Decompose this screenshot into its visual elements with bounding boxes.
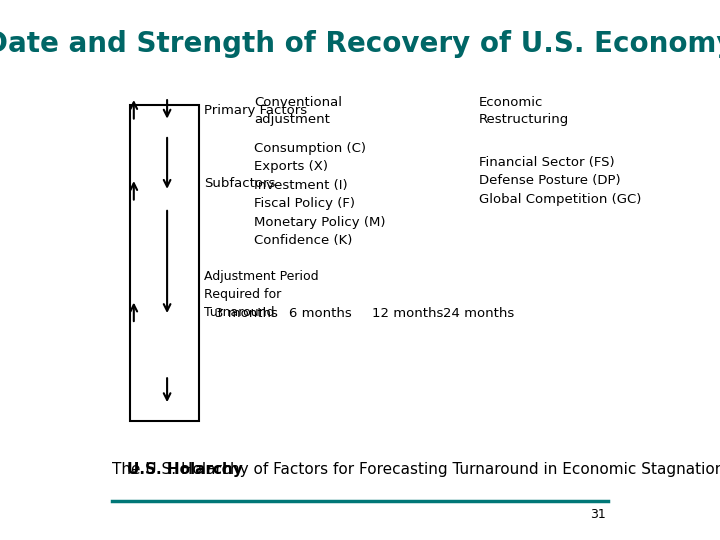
Text: Financial Sector (FS)
Defense Posture (DP)
Global Competition (GC): Financial Sector (FS) Defense Posture (D… [479,156,642,206]
Text: 12 months: 12 months [372,307,444,320]
Text: Primary Factors: Primary Factors [204,104,307,117]
Text: 24 months: 24 months [444,307,515,320]
Text: The U.S. Holarchy of Factors for Forecasting Turnaround in Economic Stagnation: The U.S. Holarchy of Factors for Forecas… [112,462,720,477]
Text: Conventional
adjustment: Conventional adjustment [254,96,342,126]
Text: Consumption (C)
Exports (X)
Investment (I)
Fiscal Policy (F)
Monetary Policy (M): Consumption (C) Exports (X) Investment (… [254,141,386,247]
Text: Adjustment Period
Required for
Turnaround: Adjustment Period Required for Turnaroun… [204,270,319,319]
Text: 6 months: 6 months [289,307,352,320]
Text: 3 months: 3 months [215,307,278,320]
Text: U.S. Holarchy: U.S. Holarchy [127,462,243,477]
Text: 31: 31 [590,508,606,521]
Text: Economic
Restructuring: Economic Restructuring [479,96,570,126]
Text: Date and Strength of Recovery of U.S. Economy: Date and Strength of Recovery of U.S. Ec… [0,30,720,58]
Text: Subfactors: Subfactors [204,177,276,190]
